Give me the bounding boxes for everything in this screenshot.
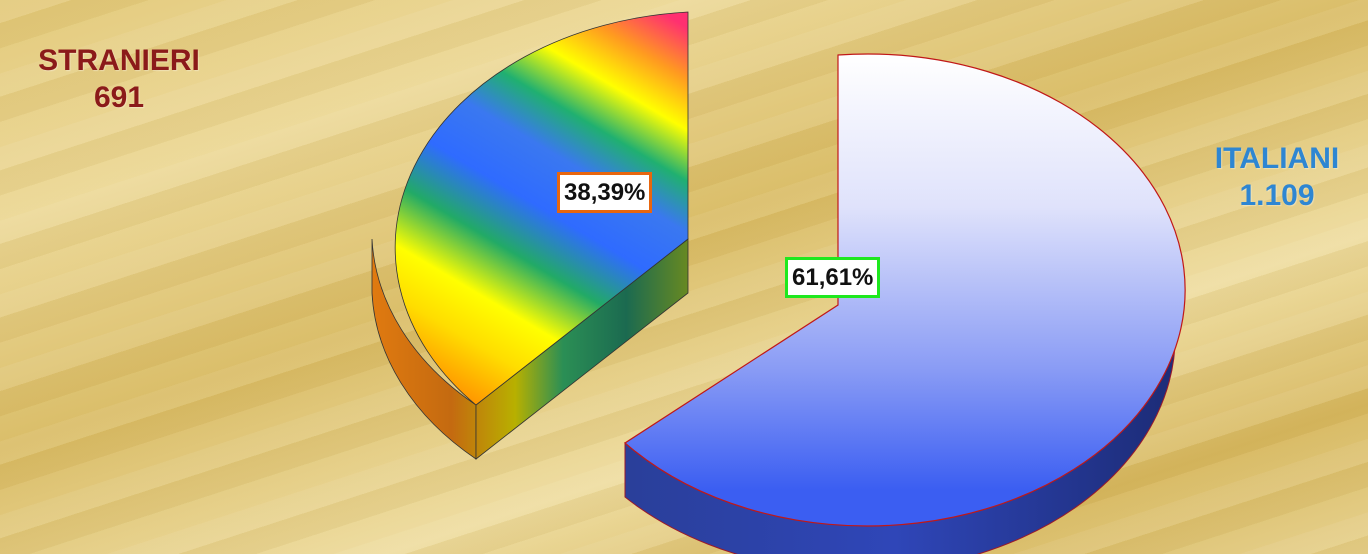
category-label-italiani: ITALIANI 1.109: [1186, 140, 1368, 214]
slice-stranieri-top: [394, 11, 689, 406]
slice-italiani-top: [624, 53, 1186, 527]
category-name-stranieri: STRANIERI: [38, 44, 200, 77]
category-name-italiani: ITALIANI: [1214, 142, 1340, 175]
data-label-stranieri: 38,39%: [557, 172, 653, 213]
category-count-italiani: 1.109: [1239, 179, 1315, 212]
slice-stranieri: [371, 11, 689, 460]
slice-italiani: [624, 53, 1186, 554]
data-label-italiani: 61,61%: [785, 257, 881, 298]
category-label-stranieri: STRANIERI 691: [0, 42, 238, 116]
category-count-stranieri: 691: [93, 81, 145, 114]
